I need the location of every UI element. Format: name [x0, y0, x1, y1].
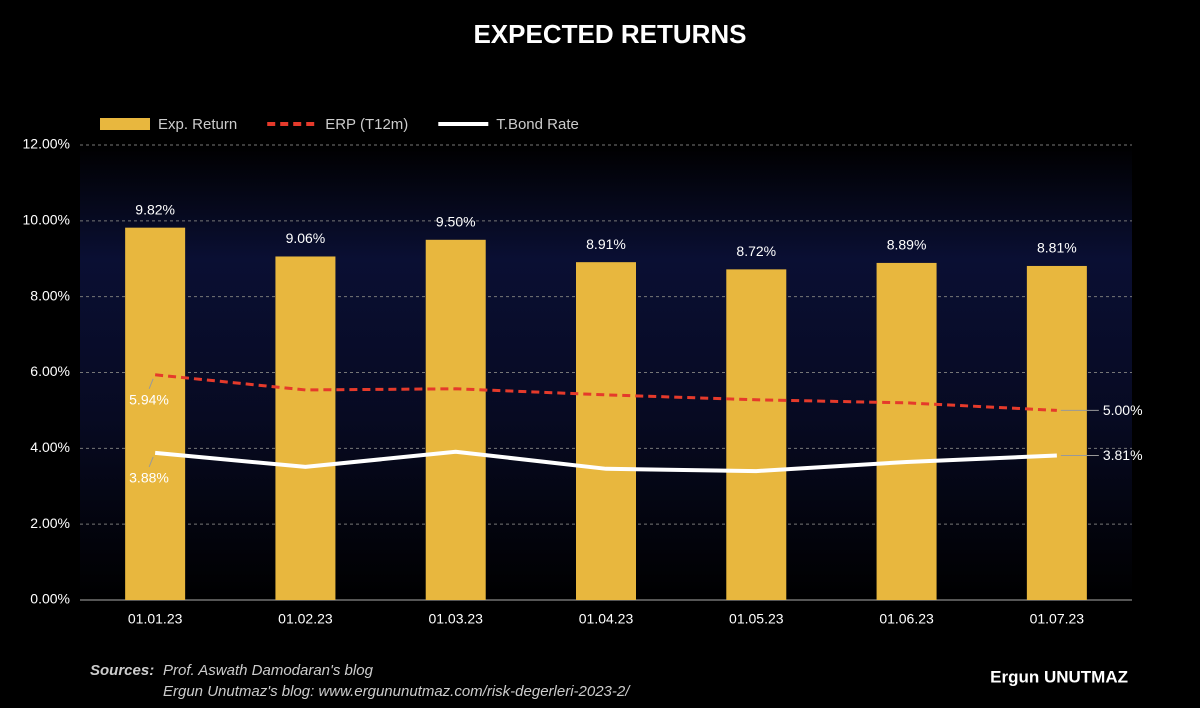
leader-line: [148, 378, 154, 389]
data-label: 5.94%: [129, 391, 169, 407]
x-tick-label: 01.01.23: [128, 611, 183, 627]
data-label: 9.82%: [135, 201, 175, 217]
y-tick-label: 8.00%: [30, 287, 70, 303]
legend-label: Exp. Return: [158, 116, 237, 133]
x-tick-label: 01.04.23: [579, 611, 634, 627]
legend-label: T.Bond Rate: [496, 116, 579, 133]
bar: [1026, 265, 1087, 600]
data-label: 3.88%: [129, 470, 169, 486]
y-tick-label: 2.00%: [30, 515, 70, 531]
bar: [726, 269, 787, 600]
data-label: 9.06%: [286, 230, 326, 246]
y-tick-label: 12.00%: [23, 136, 70, 152]
bar: [275, 256, 336, 600]
legend-swatch: [100, 118, 150, 130]
bar: [876, 262, 937, 600]
y-tick-label: 0.00%: [30, 591, 70, 607]
data-label: 8.91%: [586, 236, 626, 252]
data-label: 5.00%: [1103, 402, 1143, 418]
bar: [576, 262, 636, 600]
leader-line: [148, 456, 154, 468]
bar: [425, 239, 486, 600]
x-tick-label: 01.07.23: [1030, 611, 1085, 627]
data-label: 8.72%: [736, 243, 776, 259]
x-tick-label: 01.06.23: [879, 611, 934, 627]
source-label: Sources:: [90, 662, 154, 679]
data-label: 3.81%: [1103, 447, 1143, 463]
chart-title: EXPECTED RETURNS: [473, 19, 746, 49]
bar: [125, 227, 186, 601]
x-tick-label: 01.03.23: [428, 611, 483, 627]
y-tick-label: 10.00%: [23, 212, 70, 228]
data-label: 8.89%: [887, 237, 927, 253]
legend-label: ERP (T12m): [325, 116, 408, 133]
credit: Ergun UNUTMAZ: [990, 667, 1128, 686]
y-tick-label: 6.00%: [30, 363, 70, 379]
line: [154, 449, 1057, 474]
x-tick-label: 01.02.23: [278, 611, 333, 627]
source-line: Prof. Aswath Damodaran's blog: [163, 662, 374, 679]
x-tick-label: 01.05.23: [729, 611, 784, 627]
data-label: 8.81%: [1037, 240, 1077, 256]
data-label: 9.50%: [436, 213, 476, 229]
source-line: Ergun Unutmaz's blog: www.ergununutmaz.c…: [163, 683, 631, 700]
y-tick-label: 4.00%: [30, 439, 70, 455]
